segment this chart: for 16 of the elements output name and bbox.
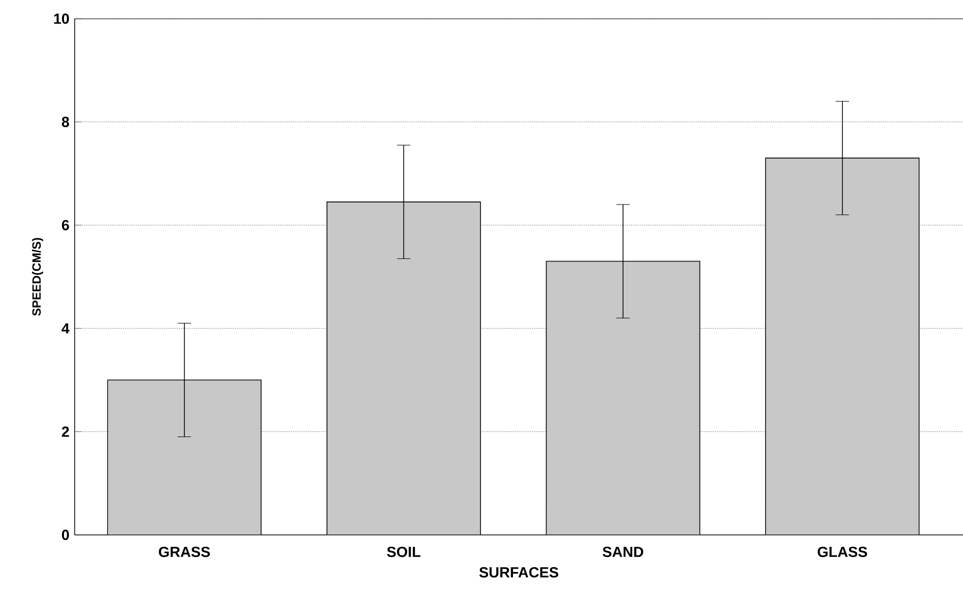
y-tick-label: 10 xyxy=(54,13,69,24)
y-tick-label: 0 xyxy=(62,530,69,540)
y-tick-label: 6 xyxy=(62,220,70,230)
x-tick-label: SAND xyxy=(602,546,644,557)
x-axis-title: SURFACES xyxy=(479,567,558,578)
x-tick-label: GRASS xyxy=(158,546,210,557)
y-tick-label: 4 xyxy=(62,323,70,334)
x-tick-label: GLASS xyxy=(818,546,868,557)
y-axis-title: SPEED(CM/S) xyxy=(32,238,44,316)
bar xyxy=(546,261,700,535)
y-tick-label: 8 xyxy=(62,116,70,127)
y-tick-label: 2 xyxy=(62,426,69,437)
bar xyxy=(108,380,262,535)
x-tick-label: SOIL xyxy=(387,546,420,557)
bar xyxy=(326,202,480,535)
bar xyxy=(765,158,920,535)
